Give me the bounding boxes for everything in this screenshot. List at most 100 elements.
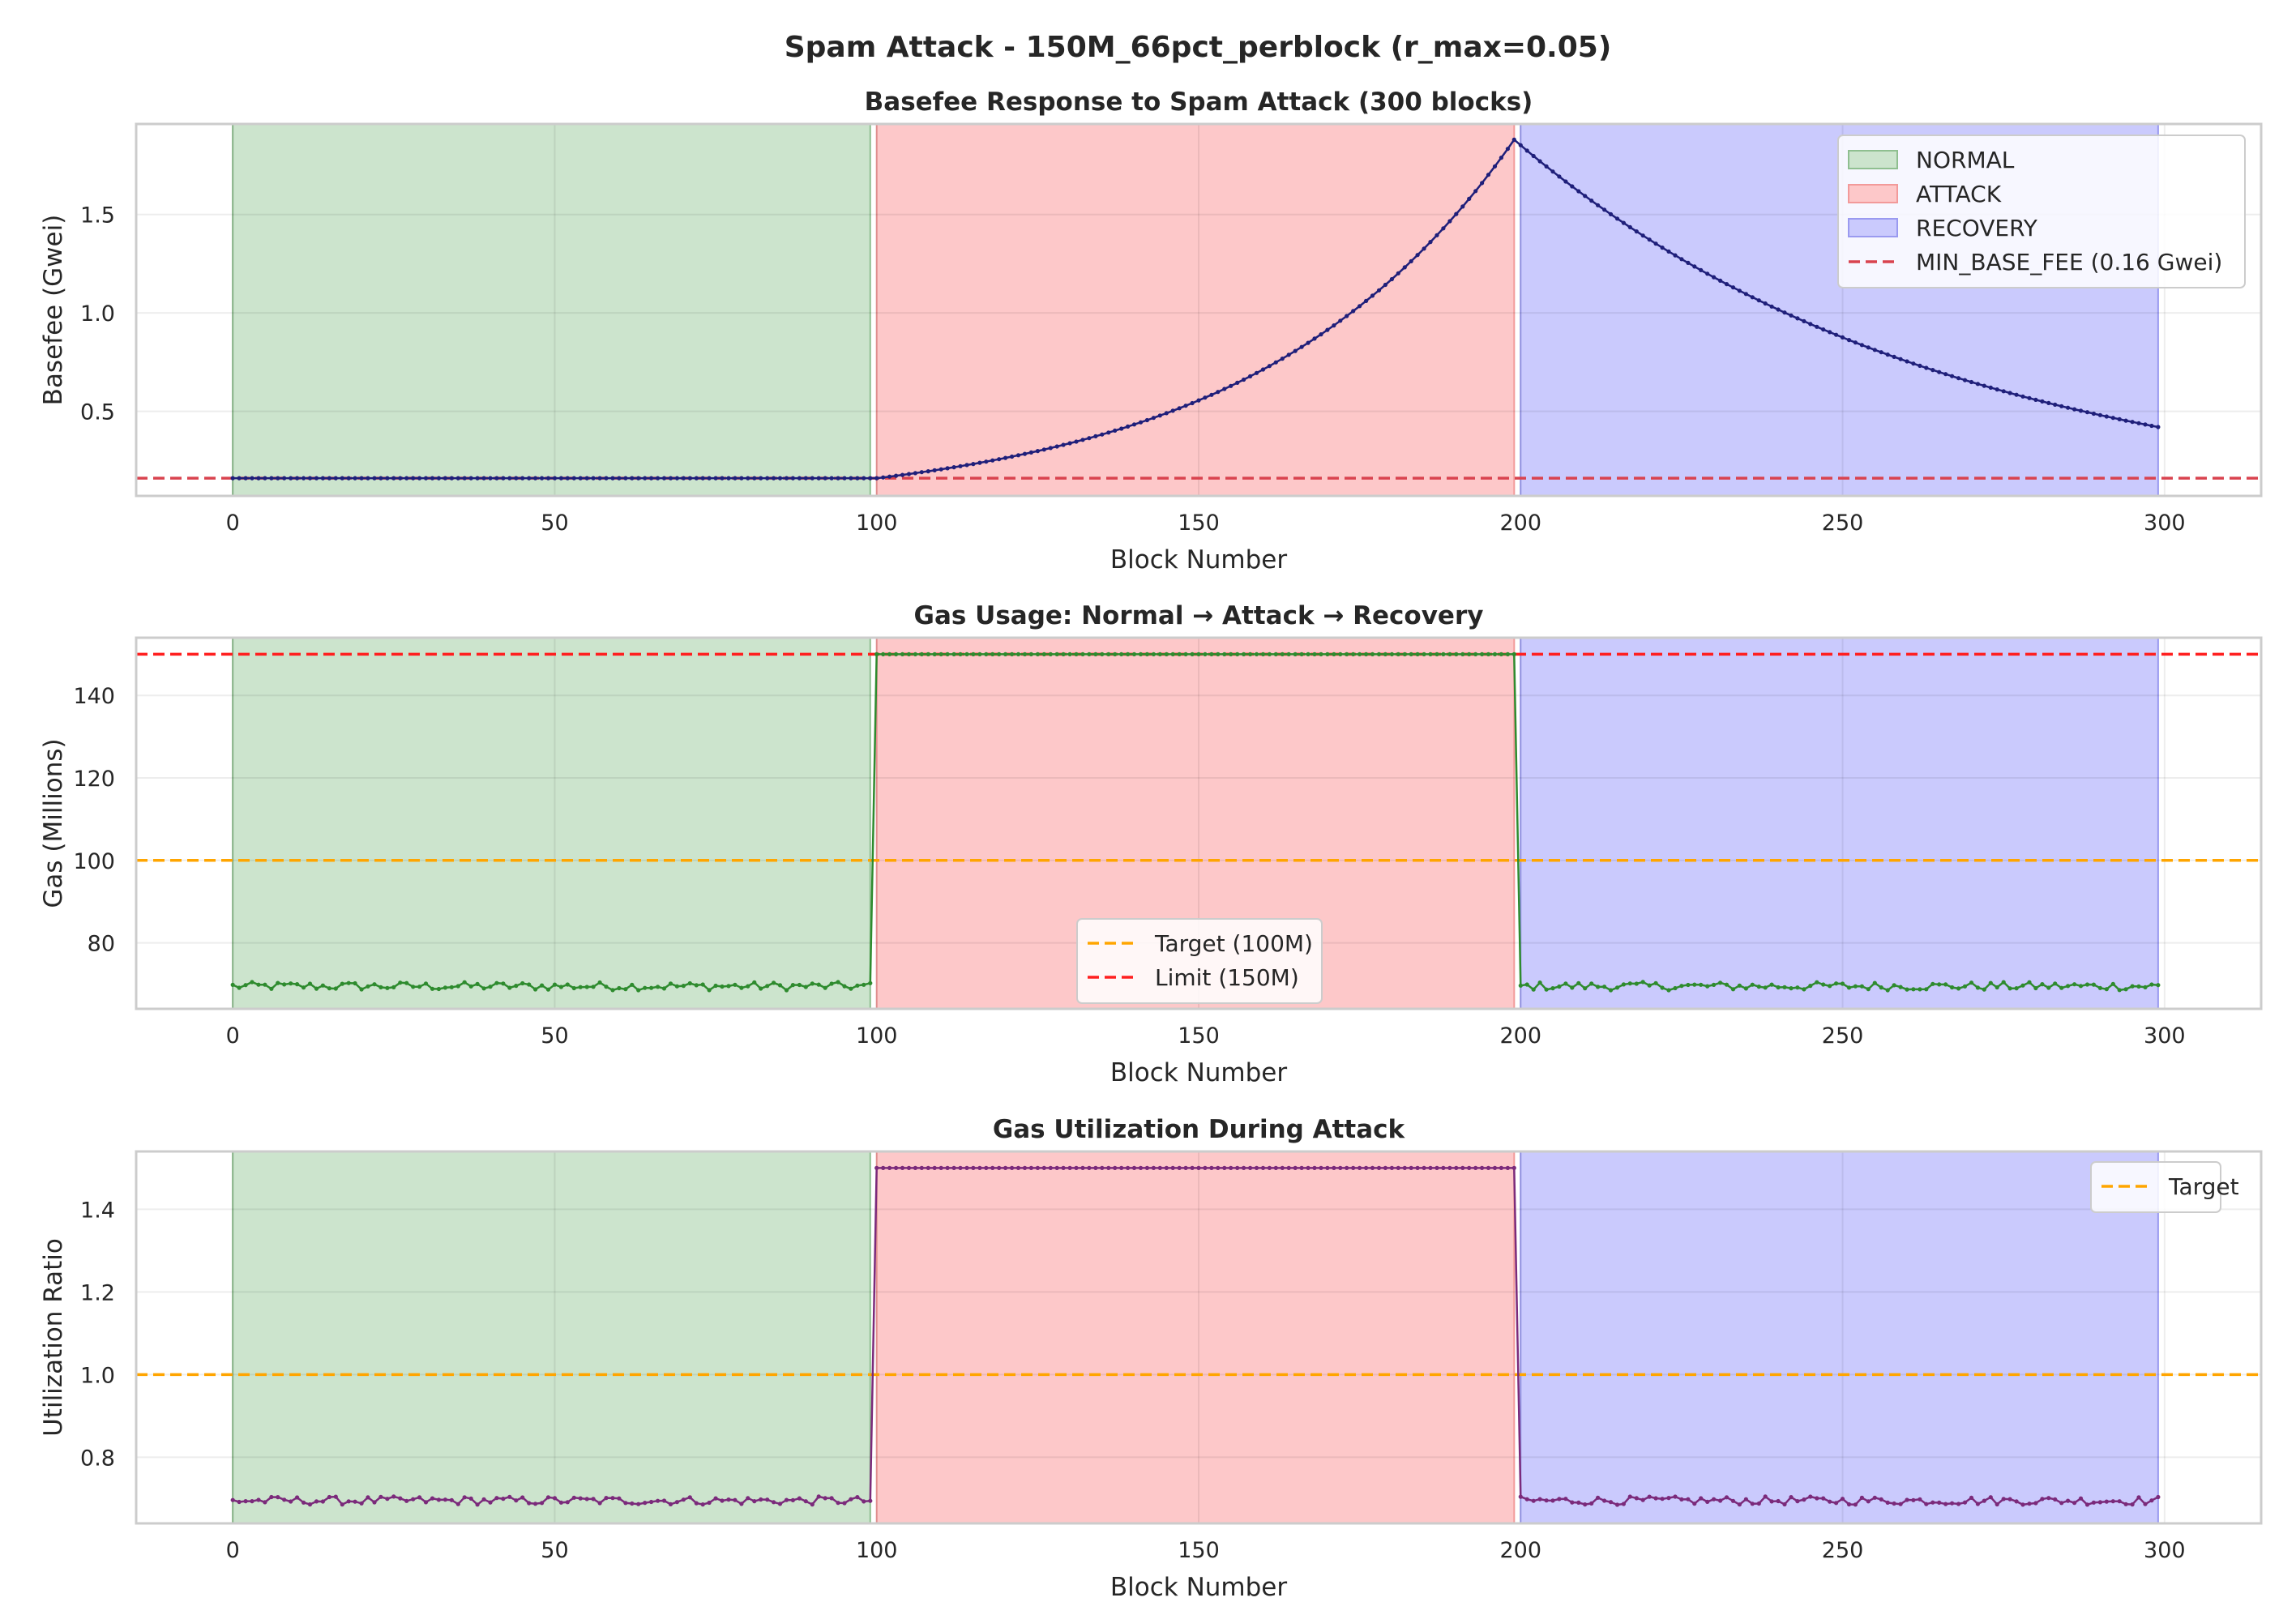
data-point (997, 651, 1002, 657)
data-point (720, 476, 725, 481)
data-point (1376, 651, 1382, 657)
data-point (784, 476, 789, 481)
data-point (1286, 651, 1291, 657)
data-point (263, 1500, 267, 1505)
data-point (1712, 982, 1717, 987)
x-tick-label: 200 (1499, 1538, 1541, 1563)
data-point (926, 1165, 930, 1170)
data-point (1332, 323, 1336, 328)
data-point (430, 986, 435, 991)
data-point (2143, 422, 2148, 427)
data-point (1441, 651, 1446, 657)
data-point (1235, 1165, 1240, 1170)
data-point (1467, 651, 1472, 657)
data-point (1293, 1165, 1298, 1170)
data-point (1885, 988, 1890, 993)
panel-title: Gas Usage: Normal → Attack → Recovery (914, 601, 1484, 630)
data-point (1389, 276, 1394, 282)
data-point (971, 651, 976, 657)
data-point (1776, 307, 1781, 312)
data-point (1138, 1165, 1144, 1170)
data-point (1608, 988, 1614, 993)
data-point (2033, 1501, 2038, 1506)
data-point (1763, 1494, 1768, 1499)
data-point (501, 476, 506, 481)
data-point (681, 984, 686, 989)
data-point (1982, 1498, 1986, 1503)
data-point (1743, 986, 1748, 991)
data-point (256, 982, 261, 987)
data-point (327, 1494, 331, 1500)
data-point (2040, 982, 2045, 987)
data-point (501, 1497, 506, 1502)
data-point (533, 1502, 538, 1506)
data-point (1730, 987, 1736, 992)
data-point (2097, 412, 2102, 417)
data-point (733, 982, 738, 987)
data-point (230, 982, 235, 987)
data-point (1100, 651, 1105, 657)
data-point (398, 980, 403, 985)
data-point (1937, 982, 1942, 987)
data-point (372, 982, 377, 987)
data-point (1041, 651, 1046, 657)
data-point (816, 1494, 821, 1499)
data-point (1828, 330, 1832, 335)
data-point (1905, 1497, 1909, 1502)
data-point (1750, 295, 1755, 300)
data-point (1041, 447, 1046, 452)
data-point (746, 984, 750, 989)
data-point (1351, 1165, 1356, 1170)
data-point (1048, 446, 1053, 451)
data-point (919, 470, 924, 475)
data-point (1815, 1496, 1819, 1501)
data-point (1242, 651, 1246, 657)
data-point (700, 982, 705, 987)
data-point (2078, 1496, 2084, 1501)
data-point (668, 981, 673, 986)
data-point (1267, 1165, 1272, 1170)
data-point (1402, 265, 1407, 270)
data-point (2014, 392, 2019, 397)
data-point (656, 1498, 661, 1503)
data-point (443, 1497, 448, 1502)
data-point (1589, 981, 1594, 986)
data-point (1614, 1502, 1620, 1507)
series-markers (230, 137, 2161, 481)
data-point (520, 476, 525, 481)
data-point (417, 985, 422, 989)
data-point (919, 651, 924, 657)
data-point (346, 980, 351, 985)
data-point (913, 651, 917, 657)
data-point (913, 471, 917, 476)
data-point (1319, 651, 1323, 657)
data-point (1511, 1165, 1516, 1170)
data-point (2020, 983, 2025, 988)
data-point (1853, 340, 1858, 345)
data-point (378, 1494, 383, 1499)
data-point (250, 476, 254, 481)
data-point (1015, 453, 1021, 458)
data-point (488, 985, 493, 989)
data-point (1673, 1494, 1678, 1499)
data-point (1692, 982, 1697, 987)
data-point (1789, 986, 1794, 991)
data-point (1988, 385, 1993, 390)
data-point (1299, 344, 1304, 349)
x-tick-label: 150 (1178, 1538, 1220, 1563)
data-point (720, 984, 725, 989)
data-point (256, 1497, 261, 1502)
x-axis-label: Block Number (1110, 1573, 1287, 1602)
data-point (2091, 982, 2096, 987)
data-point (1415, 651, 1420, 657)
data-point (707, 1500, 712, 1506)
data-point (855, 476, 860, 481)
data-point (597, 980, 602, 985)
data-point (1447, 219, 1452, 224)
data-point (681, 476, 686, 481)
data-point (1319, 1165, 1323, 1170)
data-point (713, 983, 718, 989)
data-point (1853, 1502, 1858, 1507)
data-point (514, 476, 519, 481)
data-point (346, 1499, 351, 1504)
